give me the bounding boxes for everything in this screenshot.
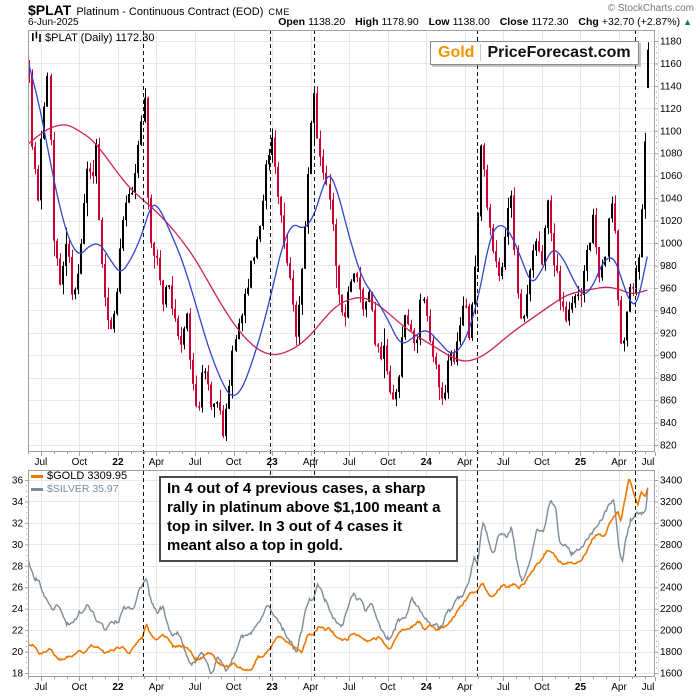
chart-date: 6-Jun-2025 xyxy=(28,17,79,28)
ohlc-quote-row: Open 1138.20 High 1178.90 Low 1138.00 Close… xyxy=(271,16,692,28)
low-label: Low xyxy=(428,16,450,28)
chg-value: +32.70 (+2.87%) xyxy=(601,16,681,28)
ticker-symbol: $PLAT xyxy=(28,2,72,18)
up-arrow-icon: ▲ xyxy=(683,17,692,27)
stockcharts-copyright: © StockCharts.com xyxy=(607,3,694,14)
ticker-description: Platinum - Continuous Contract (EOD) xyxy=(76,6,264,18)
close-label: Close xyxy=(499,16,529,28)
plat-series-legend: $PLAT (Daily) 1172.30 xyxy=(31,31,154,44)
open-value: 1138.20 xyxy=(308,16,346,28)
annotation-note: In 4 out of 4 previous cases, a sharp ra… xyxy=(159,476,458,562)
low-value: 1138.00 xyxy=(452,16,490,28)
close-value: 1172.30 xyxy=(531,16,569,28)
silver-legend-text: $SILVER 35.97 xyxy=(47,483,119,495)
silver-series-legend: $SILVER 35.97 xyxy=(31,483,119,495)
high-value: 1178.90 xyxy=(381,16,419,28)
goldpriceforecast-logo: Gold PriceForecast.com xyxy=(430,41,639,65)
exchange-label: CME xyxy=(268,7,290,17)
chart-header: $PLAT Platinum - Continuous Contract (EOD… xyxy=(28,2,290,20)
chg-label: Chg xyxy=(578,16,599,28)
open-label: Open xyxy=(278,16,306,28)
gold-legend-text: $GOLD 3309.95 xyxy=(47,470,128,482)
logo-rest-text: PriceForecast.com xyxy=(487,44,631,61)
logo-gold-text: Gold xyxy=(438,44,482,61)
gold-series-legend: $GOLD 3309.95 xyxy=(31,470,127,482)
gold-series-swatch xyxy=(31,474,43,478)
plat-legend-text: $PLAT (Daily) 1172.30 xyxy=(45,32,155,44)
high-label: High xyxy=(355,16,379,28)
silver-series-swatch xyxy=(31,487,43,491)
chart-type-icon xyxy=(32,31,41,42)
